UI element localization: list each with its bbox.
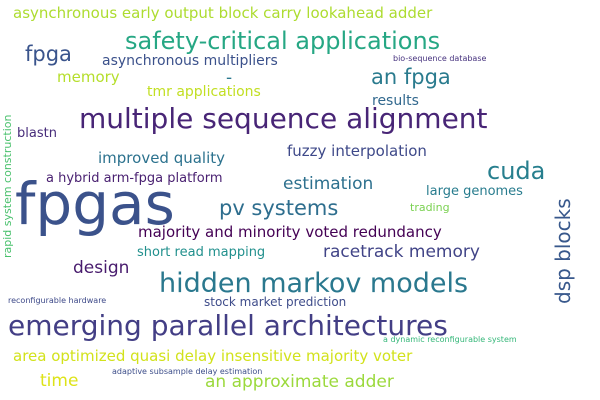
word-an-fpga: an fpga — [371, 65, 451, 89]
word-an-approximate-adder: an approximate adder — [205, 372, 394, 392]
word-fpgas: fpgas — [15, 170, 175, 238]
word-reconfigurable-hardware: reconfigurable hardware — [8, 296, 107, 305]
word-dsp-blocks: dsp blocks — [551, 198, 575, 304]
word-tmr-applications: tmr applications — [147, 84, 261, 100]
word-area-optimized-majority-voter: area optimized quasi delay insensitive m… — [13, 347, 413, 365]
word-large-genomes: large genomes — [426, 184, 523, 199]
word-fpga: fpga — [25, 42, 72, 66]
word-stock-market-prediction: stock market prediction — [204, 295, 347, 309]
word-asynchronous-early-output-adder: asynchronous early output block carry lo… — [13, 4, 433, 22]
word-trading: trading — [410, 201, 450, 214]
word-adaptive-subsample-delay-estimation: adaptive subsample delay estimation — [112, 367, 263, 376]
word-results: results — [372, 93, 419, 109]
word-rapid-system-construction: rapid system construction — [1, 114, 14, 258]
word-hidden-markov-models: hidden markov models — [159, 268, 469, 299]
word-emerging-parallel-architectures: emerging parallel architectures — [8, 309, 448, 342]
word-multiple-sequence-alignment: multiple sequence alignment — [79, 102, 488, 135]
word-pv-systems: pv systems — [219, 196, 339, 220]
word-time: time — [40, 371, 79, 391]
word-cuda: cuda — [487, 157, 546, 185]
word-safety-critical-applications: safety-critical applications — [125, 27, 441, 55]
word-memory: memory — [57, 68, 120, 86]
word-dash: - — [226, 68, 233, 88]
word-blastn: blastn — [17, 126, 57, 141]
word-improved-quality: improved quality — [98, 149, 226, 167]
word-racetrack-memory: racetrack memory — [323, 242, 480, 262]
word-bio-sequence-database: bio-sequence database — [393, 54, 487, 63]
word-estimation: estimation — [283, 174, 374, 194]
word-asynchronous-multipliers: asynchronous multipliers — [102, 53, 278, 69]
word-a-dynamic-reconfigurable-system: a dynamic reconfigurable system — [383, 335, 517, 344]
word-short-read-mapping: short read mapping — [137, 245, 266, 260]
word-a-hybrid-arm-fpga-platform: a hybrid arm-fpga platform — [46, 171, 223, 186]
word-majority-minority-voted-redundancy: majority and minority voted redundancy — [138, 223, 442, 241]
word-fuzzy-interpolation: fuzzy interpolation — [287, 142, 427, 160]
word-design: design — [73, 258, 130, 278]
